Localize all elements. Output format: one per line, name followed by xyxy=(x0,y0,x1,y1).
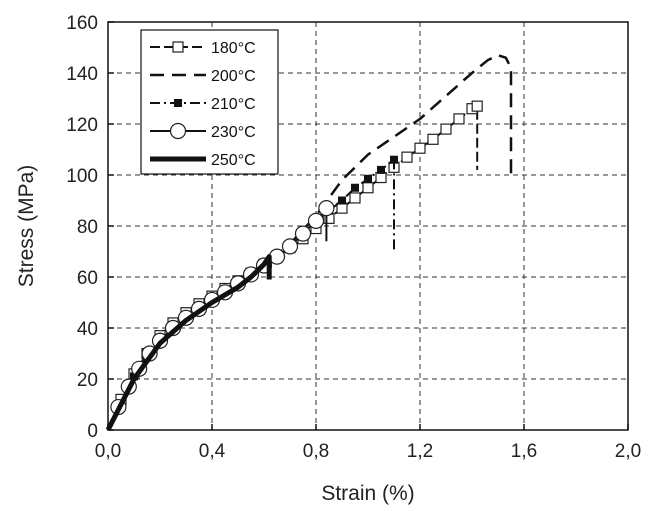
y-axis-title: Stress (MPa) xyxy=(15,165,38,288)
y-tick-label: 60 xyxy=(77,268,98,289)
legend-item: 180°C xyxy=(150,40,256,57)
legend-marker xyxy=(174,99,182,107)
data-point xyxy=(375,171,387,184)
legend-label: 250°C xyxy=(211,152,256,169)
y-tick-label: 120 xyxy=(66,115,98,136)
x-tick-label: 1,2 xyxy=(407,441,433,462)
y-tick-label: 140 xyxy=(66,64,98,85)
legend-marker xyxy=(172,41,184,53)
data-point xyxy=(377,165,385,174)
data-point xyxy=(338,196,346,205)
data-point xyxy=(390,155,398,164)
data-point xyxy=(471,100,483,112)
x-tick-label: 0,0 xyxy=(95,441,121,462)
data-point xyxy=(364,174,372,183)
series-line xyxy=(105,254,272,432)
data-point xyxy=(440,123,452,135)
y-tick-label: 160 xyxy=(66,13,98,34)
data-point xyxy=(336,202,348,214)
data-point xyxy=(453,113,465,125)
data-point xyxy=(307,212,325,229)
axis-ticks: 0,0 0,4 0,8 1,2 1,6 2,0 0 20 40 60 80 100 120 140 160 xyxy=(66,13,641,462)
x-axis-title: Strain (%) xyxy=(321,482,414,505)
legend-item: 250°C xyxy=(150,152,256,169)
x-tick-label: 2,0 xyxy=(615,441,641,462)
series-layer xyxy=(105,53,513,432)
legend-label: 200°C xyxy=(211,68,256,85)
x-tick-label: 0,8 xyxy=(303,441,329,462)
y-tick-label: 0 xyxy=(87,421,98,442)
legend-label: 210°C xyxy=(211,96,256,113)
y-tick-label: 40 xyxy=(77,319,98,340)
series-5 xyxy=(105,254,272,432)
legend: 180°C 200°C 210°C 230°C 250°C xyxy=(140,29,279,175)
data-point xyxy=(427,133,439,145)
data-point xyxy=(281,238,299,255)
data-point xyxy=(362,182,374,194)
data-point xyxy=(294,225,312,242)
legend-item: 200°C xyxy=(150,68,256,85)
data-point xyxy=(318,200,335,217)
legend-label: 230°C xyxy=(211,124,256,141)
y-tick-label: 80 xyxy=(77,217,98,238)
legend-item: 230°C xyxy=(150,122,256,141)
data-point xyxy=(414,142,426,154)
data-point xyxy=(349,192,361,204)
legend-label: 180°C xyxy=(211,40,256,57)
data-point xyxy=(401,151,413,163)
legend-item: 210°C xyxy=(150,96,256,113)
x-tick-label: 1,6 xyxy=(511,441,537,462)
y-tick-label: 20 xyxy=(77,370,98,391)
legend-marker xyxy=(169,122,187,140)
series-4 xyxy=(107,200,335,431)
legend-box xyxy=(140,29,279,175)
data-point xyxy=(351,183,359,192)
data-point xyxy=(268,248,286,265)
y-tick-label: 100 xyxy=(66,166,98,187)
x-tick-label: 0,4 xyxy=(199,441,226,462)
